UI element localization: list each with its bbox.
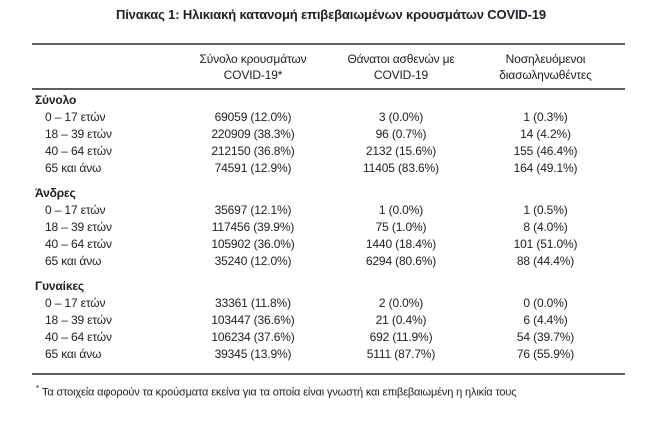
data-row: 0 – 17 ετών 33361 (11.8%) 2 (0.0%) 0 (0.0%)	[32, 295, 625, 312]
intubated-value: 8 (4.0%)	[523, 220, 568, 234]
section-label: Γυναίκες	[35, 279, 85, 293]
age-group-label: 40 – 64 ετών	[45, 144, 112, 158]
cases-value: 69059 (12.0%)	[214, 110, 292, 124]
deaths-value: 21 (0.4%)	[375, 313, 427, 327]
deaths-value: 5111 (87.7%)	[366, 347, 436, 361]
intubated-value: 76 (55.9%)	[516, 347, 575, 361]
intubated-value: 1 (0.3%)	[523, 110, 568, 124]
data-row: 40 – 64 ετών 212150 (36.8%) 2132 (15.6%) 15…	[32, 143, 625, 160]
data-row: 40 – 64 ετών 105902 (36.0%) 1440 (18.4%) 10…	[32, 236, 625, 253]
intubated-value: 0 (0.0%)	[523, 296, 568, 310]
deaths-value: 692 (11.9%)	[369, 330, 433, 344]
column-header-line: Θάνατοι ασθενών με	[347, 52, 455, 66]
deaths-value: 2 (0.0%)	[378, 296, 424, 310]
deaths-value: 75 (1.0%)	[375, 220, 427, 234]
column-header-line: COVID-19	[373, 68, 429, 82]
column-header-intubated: Νοσηλευόμενοι διασωληνωθέντες	[466, 44, 625, 89]
footnote-asterisk: *	[36, 384, 39, 393]
data-row: 18 – 39 ετών 220909 (38.3%) 96 (0.7%) 14 (4…	[32, 126, 625, 143]
footnote-text: Τα στοιχεία αφορούν τα κρούσματα εκείνα …	[41, 386, 517, 399]
intubated-value: 88 (44.4%)	[516, 254, 575, 268]
footnote: * Τα στοιχεία αφορούν τα κρούσματα εκείνα…	[36, 381, 517, 401]
age-group-label: 40 – 64 ετών	[45, 330, 112, 344]
data-row: 0 – 17 ετών 35697 (12.1%) 1 (0.0%) 1 (0.5%)	[32, 202, 625, 219]
cases-value: 35240 (12.0%)	[214, 254, 292, 268]
age-group-label: 0 – 17 ετών	[45, 296, 106, 310]
data-row: 65 και άνω 39345 (13.9%) 5111 (87.7%) 76 (5…	[32, 346, 625, 374]
intubated-value: 6 (4.4%)	[523, 313, 568, 327]
deaths-value: 2132 (15.6%)	[365, 144, 437, 158]
column-header-empty	[32, 44, 170, 89]
deaths-value: 96 (0.7%)	[375, 127, 427, 141]
data-row: 40 – 64 ετών 106234 (37.6%) 692 (11.9%) 54 …	[32, 329, 625, 346]
age-group-label: 65 και άνω	[45, 254, 102, 268]
cases-value: 103447 (36.6%)	[211, 313, 295, 327]
age-group-label: 65 και άνω	[45, 347, 102, 361]
table-body: Σύνολο 0 – 17 ετών 69059 (12.0%) 3 (0.0%) 1 …	[32, 89, 625, 374]
age-group-label: 0 – 17 ετών	[45, 110, 106, 124]
cases-value: 106234 (37.6%)	[211, 330, 295, 344]
header-row: Σύνολο κρουσμάτων COVID-19* Θάνατοι ασθε…	[32, 44, 625, 89]
column-header-line: Νοσηλευόμενοι	[505, 52, 586, 66]
column-header-line: Σύνολο κρουσμάτων	[199, 52, 307, 66]
cases-value: 220909 (38.3%)	[211, 127, 295, 141]
cases-value: 33361 (11.8%)	[215, 296, 291, 310]
deaths-value: 11405 (83.6%)	[363, 161, 439, 175]
data-row: 0 – 17 ετών 69059 (12.0%) 3 (0.0%) 1 (0.3%)	[32, 109, 625, 126]
age-group-label: 40 – 64 ετών	[45, 237, 112, 251]
section-row: Γυναίκες	[32, 270, 625, 295]
table-header: Σύνολο κρουσμάτων COVID-19* Θάνατοι ασθε…	[32, 44, 625, 89]
section-row: Άνδρες	[32, 177, 625, 202]
cases-value: 212150 (36.8%)	[211, 144, 295, 158]
age-group-label: 0 – 17 ετών	[45, 203, 106, 217]
column-header-deaths: Θάνατοι ασθενών με COVID-19	[336, 44, 466, 89]
column-header-line: COVID-19*	[223, 68, 283, 82]
column-header-line: διασωληνωθέντες	[499, 68, 592, 82]
intubated-value: 1 (0.5%)	[523, 203, 568, 217]
age-group-label: 65 και άνω	[45, 161, 102, 175]
data-row: 18 – 39 ετών 117456 (39.9%) 75 (1.0%) 8 (4.…	[32, 219, 625, 236]
cases-value: 35697 (12.1%)	[214, 203, 292, 217]
intubated-value: 101 (51.0%)	[513, 237, 578, 251]
cases-value: 117456 (39.9%)	[211, 220, 295, 234]
deaths-value: 1440 (18.4%)	[365, 237, 437, 251]
intubated-value: 155 (46.4%)	[513, 144, 578, 158]
cases-value: 105902 (36.0%)	[211, 237, 295, 251]
age-group-label: 18 – 39 ετών	[45, 220, 112, 234]
intubated-value: 54 (39.7%)	[516, 330, 575, 344]
cases-value: 39345 (13.9%)	[214, 347, 292, 361]
data-row: 18 – 39 ετών 103447 (36.6%) 21 (0.4%) 6 (4.…	[32, 312, 625, 329]
section-label: Άνδρες	[35, 186, 76, 200]
deaths-value: 6294 (80.6%)	[365, 254, 437, 268]
data-row: 65 και άνω 35240 (12.0%) 6294 (80.6%) 88 (4…	[32, 253, 625, 270]
intubated-value: 14 (4.2%)	[520, 127, 571, 141]
deaths-value: 3 (0.0%)	[378, 110, 424, 124]
deaths-value: 1 (0.0%)	[378, 203, 424, 217]
column-header-cases: Σύνολο κρουσμάτων COVID-19*	[170, 44, 336, 89]
cases-value: 74591 (12.9%)	[214, 161, 292, 175]
covid-age-table: Σύνολο κρουσμάτων COVID-19* Θάνατοι ασθε…	[32, 43, 625, 375]
section-row: Σύνολο	[32, 89, 625, 109]
intubated-value: 164 (49.1%)	[513, 161, 578, 175]
section-label: Σύνολο	[35, 93, 77, 107]
data-row: 65 και άνω 74591 (12.9%) 11405 (83.6%) 164 …	[32, 160, 625, 177]
table-title: Πίνακας 1: Ηλικιακή κατανομή επιβεβαιωμέ…	[115, 7, 547, 22]
age-group-label: 18 – 39 ετών	[45, 313, 112, 327]
age-group-label: 18 – 39 ετών	[45, 127, 112, 141]
